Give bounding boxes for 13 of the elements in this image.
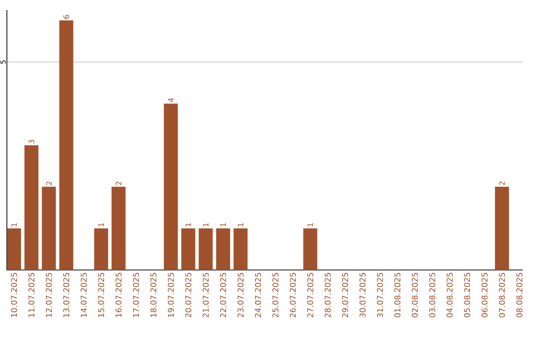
bar bbox=[164, 104, 178, 270]
bar bbox=[234, 228, 248, 270]
bar bbox=[24, 145, 38, 270]
bar bbox=[216, 228, 230, 270]
bar bbox=[181, 228, 196, 270]
bar bbox=[7, 228, 22, 270]
bar bbox=[94, 228, 108, 270]
bar bbox=[59, 20, 74, 270]
bar bbox=[112, 186, 126, 270]
bar bbox=[198, 228, 213, 270]
bar bbox=[42, 186, 56, 270]
bar bbox=[303, 228, 318, 270]
bar bbox=[494, 186, 509, 270]
